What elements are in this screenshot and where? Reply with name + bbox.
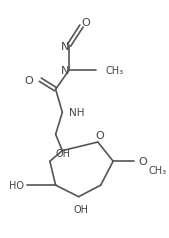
Text: O: O — [138, 157, 147, 167]
Text: O: O — [81, 18, 90, 28]
Text: N: N — [61, 42, 69, 52]
Text: CH₃: CH₃ — [149, 166, 167, 176]
Text: OH: OH — [56, 149, 71, 159]
Text: HO: HO — [9, 181, 24, 191]
Text: O: O — [95, 131, 104, 141]
Text: O: O — [25, 76, 34, 86]
Text: CH₃: CH₃ — [105, 66, 124, 76]
Text: NH: NH — [69, 108, 84, 118]
Text: OH: OH — [73, 205, 88, 215]
Text: N: N — [61, 66, 69, 76]
